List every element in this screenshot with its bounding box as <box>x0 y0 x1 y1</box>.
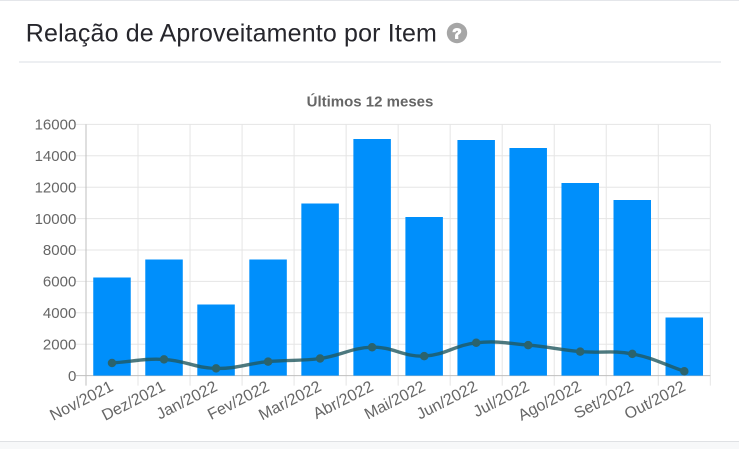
svg-text:10000: 10000 <box>35 211 77 228</box>
svg-text:6000: 6000 <box>43 274 76 291</box>
svg-text:14000: 14000 <box>35 148 77 165</box>
svg-text:Relação de Aproveitamento por: Relação de Aproveitamento por Item <box>26 20 437 48</box>
svg-text:Últimos 12 meses: Últimos 12 meses <box>307 93 434 111</box>
svg-text:0: 0 <box>68 368 76 385</box>
svg-text:12000: 12000 <box>35 179 77 196</box>
svg-text:2000: 2000 <box>43 336 76 353</box>
svg-text:?: ? <box>452 25 461 42</box>
svg-text:16000: 16000 <box>35 117 77 134</box>
svg-text:4000: 4000 <box>43 305 76 322</box>
svg-text:8000: 8000 <box>43 242 76 259</box>
